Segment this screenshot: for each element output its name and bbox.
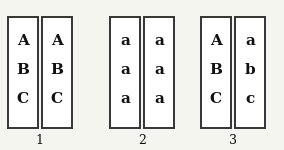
Text: b: b xyxy=(245,63,255,77)
Text: a: a xyxy=(120,63,130,77)
Text: C: C xyxy=(210,92,222,106)
Text: a: a xyxy=(120,34,130,48)
FancyBboxPatch shape xyxy=(144,16,174,128)
Text: a: a xyxy=(245,34,255,48)
Text: 3: 3 xyxy=(229,135,237,147)
Text: B: B xyxy=(50,63,63,77)
Text: a: a xyxy=(120,92,130,106)
FancyBboxPatch shape xyxy=(42,16,72,128)
Text: c: c xyxy=(245,92,254,106)
Text: 1: 1 xyxy=(36,135,44,147)
FancyBboxPatch shape xyxy=(110,16,140,128)
Text: C: C xyxy=(17,92,29,106)
Text: a: a xyxy=(154,63,164,77)
Text: B: B xyxy=(16,63,29,77)
Text: A: A xyxy=(210,34,222,48)
Text: a: a xyxy=(154,34,164,48)
Text: A: A xyxy=(17,34,29,48)
FancyBboxPatch shape xyxy=(8,16,37,128)
Text: B: B xyxy=(209,63,222,77)
FancyBboxPatch shape xyxy=(235,16,265,128)
Text: a: a xyxy=(154,92,164,106)
Text: C: C xyxy=(51,92,63,106)
Text: A: A xyxy=(51,34,63,48)
FancyBboxPatch shape xyxy=(201,16,231,128)
Text: 2: 2 xyxy=(138,135,146,147)
